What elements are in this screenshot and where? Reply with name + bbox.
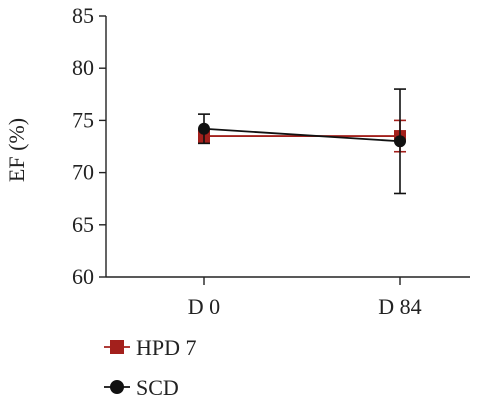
y-tick-label: 85 — [72, 3, 94, 28]
x-tick-label: D 0 — [188, 294, 220, 319]
y-tick-label: 80 — [72, 55, 94, 80]
y-tick-label: 65 — [72, 212, 94, 237]
series-hpd-7 — [198, 119, 406, 153]
legend-item: SCD — [104, 375, 179, 400]
y-ticks: 60 65 70 75 80 85 — [72, 3, 106, 289]
data-point — [394, 135, 406, 148]
series-line — [203, 127, 401, 143]
series-layer — [198, 88, 406, 195]
legend-marker — [110, 340, 124, 354]
legend-label: SCD — [136, 375, 179, 400]
y-axis-title: EF (%) — [4, 118, 29, 182]
legend-marker — [110, 380, 124, 394]
legend-label: HPD 7 — [136, 335, 197, 360]
y-tick-label: 70 — [72, 160, 94, 185]
x-tick-label: D 84 — [378, 294, 421, 319]
axes — [105, 16, 470, 278]
legend: HPD 7 SCD — [104, 335, 197, 400]
series-scd — [198, 88, 406, 195]
y-tick-label: 60 — [72, 264, 94, 289]
data-point — [198, 122, 210, 135]
x-ticks: D 0 D 84 — [188, 277, 422, 319]
y-tick-label: 75 — [72, 107, 94, 132]
legend-item: HPD 7 — [104, 335, 197, 360]
